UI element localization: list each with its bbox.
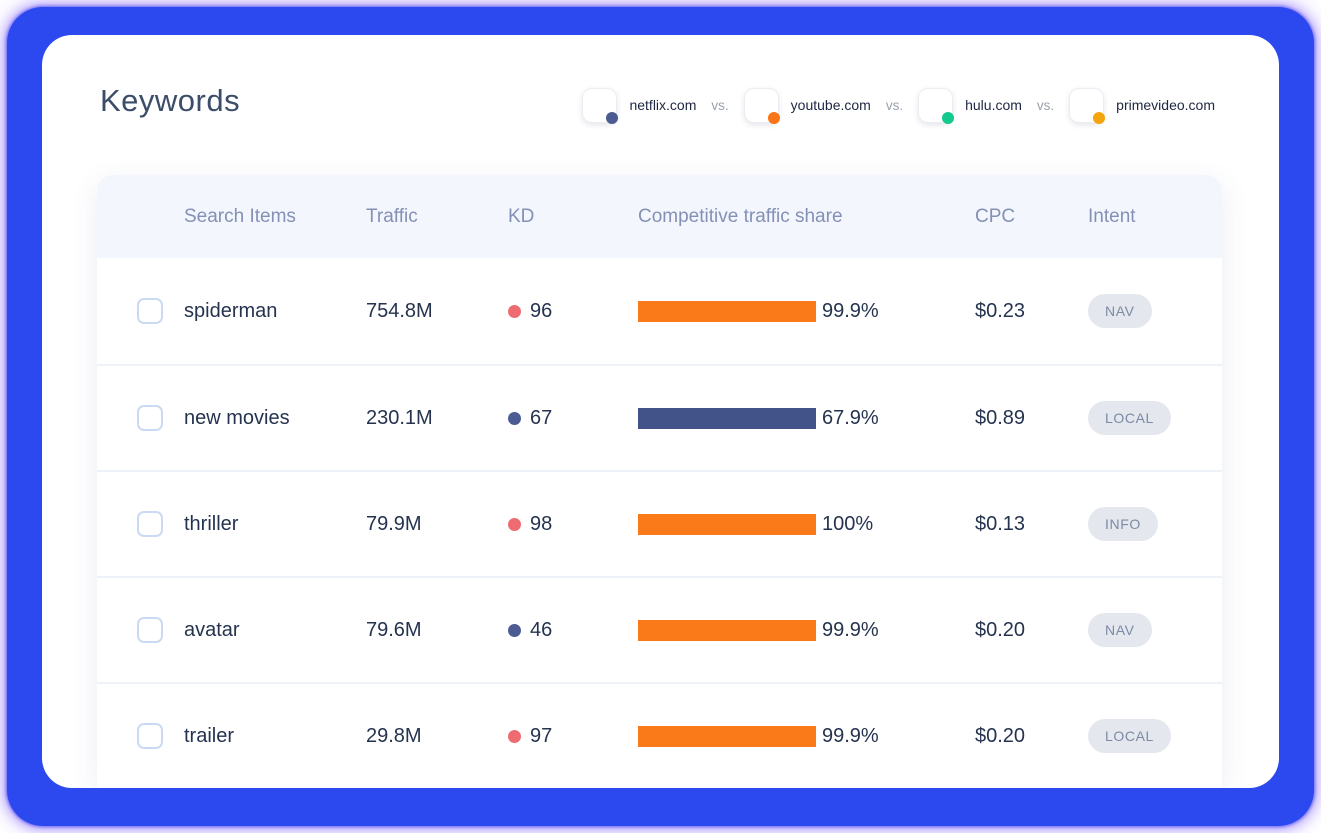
column-header-kd: KD — [508, 205, 535, 227]
competitor-chip[interactable]: hulu.com — [918, 87, 1022, 124]
traffic-value: 29.8M — [366, 724, 422, 747]
intent-badge: NAV — [1088, 613, 1152, 647]
intent-badge: LOCAL — [1088, 719, 1171, 753]
row-checkbox[interactable] — [137, 405, 163, 431]
competitor-favicon — [582, 87, 619, 124]
intent-badge: NAV — [1088, 294, 1152, 328]
traffic-share-bar — [638, 407, 816, 429]
kd-value: 97 — [530, 724, 553, 747]
table-body: spiderman 754.8M 96 99.9% $0.23 NAV new … — [97, 258, 1222, 788]
share-percent: 99.9% — [822, 724, 879, 747]
competitor-favicon — [918, 87, 955, 124]
cpc-value: $0.13 — [975, 512, 1026, 535]
keyword-text: trailer — [184, 724, 235, 747]
row-checkbox[interactable] — [137, 511, 163, 537]
competitor-domain-label: netflix.com — [629, 97, 697, 113]
keyword-text: thriller — [184, 512, 239, 535]
kd-difficulty-dot — [508, 729, 521, 743]
keyword-text: spiderman — [184, 299, 278, 322]
column-header-traffic: Traffic — [366, 205, 418, 227]
row-checkbox[interactable] — [137, 723, 163, 749]
table-row: new movies 230.1M 67 67.9% $0.89 LOCAL — [97, 364, 1222, 470]
competitor-selector: netflix.com vs. youtube.com vs. hulu.com… — [582, 83, 1215, 127]
vs-separator: vs. — [885, 97, 904, 113]
column-header-intent: Intent — [1088, 205, 1136, 227]
kd-difficulty-dot — [508, 517, 521, 531]
competitor-chip[interactable]: netflix.com — [582, 87, 697, 124]
share-percent: 100% — [822, 512, 874, 535]
keyword-text: new movies — [184, 406, 290, 429]
column-header-search-items: Search Items — [184, 205, 296, 227]
traffic-value: 79.9M — [366, 512, 422, 535]
kd-value: 46 — [530, 618, 553, 641]
vs-separator: vs. — [711, 97, 729, 113]
competitor-chip[interactable]: youtube.com — [743, 87, 871, 124]
table-row: thriller 79.9M 98 100% $0.13 INFO — [97, 470, 1222, 576]
share-percent: 67.9% — [822, 406, 879, 429]
kd-value: 98 — [530, 512, 553, 535]
competitor-domain-label: youtube.com — [790, 97, 871, 113]
competitor-color-dot — [942, 111, 955, 124]
competitor-color-dot — [606, 111, 619, 124]
keyword-text: avatar — [184, 618, 240, 641]
traffic-share-bar — [638, 300, 816, 322]
traffic-value: 79.6M — [366, 618, 422, 641]
traffic-value: 230.1M — [366, 406, 433, 429]
competitor-favicon — [1069, 87, 1106, 124]
traffic-share-bar — [638, 725, 816, 747]
table-row: spiderman 754.8M 96 99.9% $0.23 NAV — [97, 258, 1222, 364]
page-title: Keywords — [100, 83, 241, 118]
cpc-value: $0.89 — [975, 406, 1026, 429]
competitor-chip[interactable]: primevideo.com — [1069, 87, 1215, 124]
row-checkbox[interactable] — [137, 617, 163, 643]
competitor-domain-label: hulu.com — [965, 97, 1022, 113]
table-row: trailer 29.8M 97 99.9% $0.20 LOCAL — [97, 682, 1222, 788]
vs-separator: vs. — [1036, 97, 1055, 113]
kd-difficulty-dot — [508, 304, 521, 318]
kd-value: 96 — [530, 299, 553, 322]
competitor-domain-label: primevideo.com — [1116, 97, 1215, 113]
column-header-cpc: CPC — [975, 205, 1016, 227]
table-row: avatar 79.6M 46 99.9% $0.20 NAV — [97, 576, 1222, 682]
kd-difficulty-dot — [508, 411, 521, 425]
share-percent: 99.9% — [822, 618, 879, 641]
share-percent: 99.9% — [822, 299, 879, 322]
kd-difficulty-dot — [508, 623, 521, 637]
keywords-table: Search Items Traffic KD Competitive traf… — [97, 175, 1222, 788]
cpc-value: $0.20 — [975, 724, 1026, 747]
table-header-row: Search Items Traffic KD Competitive traf… — [97, 175, 1222, 258]
competitor-color-dot — [1093, 111, 1106, 124]
traffic-value: 754.8M — [366, 299, 433, 322]
traffic-share-bar — [638, 513, 816, 535]
competitor-favicon — [743, 87, 780, 124]
intent-badge: INFO — [1088, 507, 1158, 541]
traffic-share-bar — [638, 619, 816, 641]
row-checkbox[interactable] — [137, 298, 163, 324]
keywords-card: Keywords netflix.com vs. youtube.com vs.… — [42, 35, 1279, 788]
competitor-color-dot — [767, 111, 780, 124]
column-header-competitive-traffic-share: Competitive traffic share — [638, 205, 843, 227]
cpc-value: $0.20 — [975, 618, 1026, 641]
cpc-value: $0.23 — [975, 299, 1026, 322]
kd-value: 67 — [530, 406, 553, 429]
intent-badge: LOCAL — [1088, 401, 1171, 435]
